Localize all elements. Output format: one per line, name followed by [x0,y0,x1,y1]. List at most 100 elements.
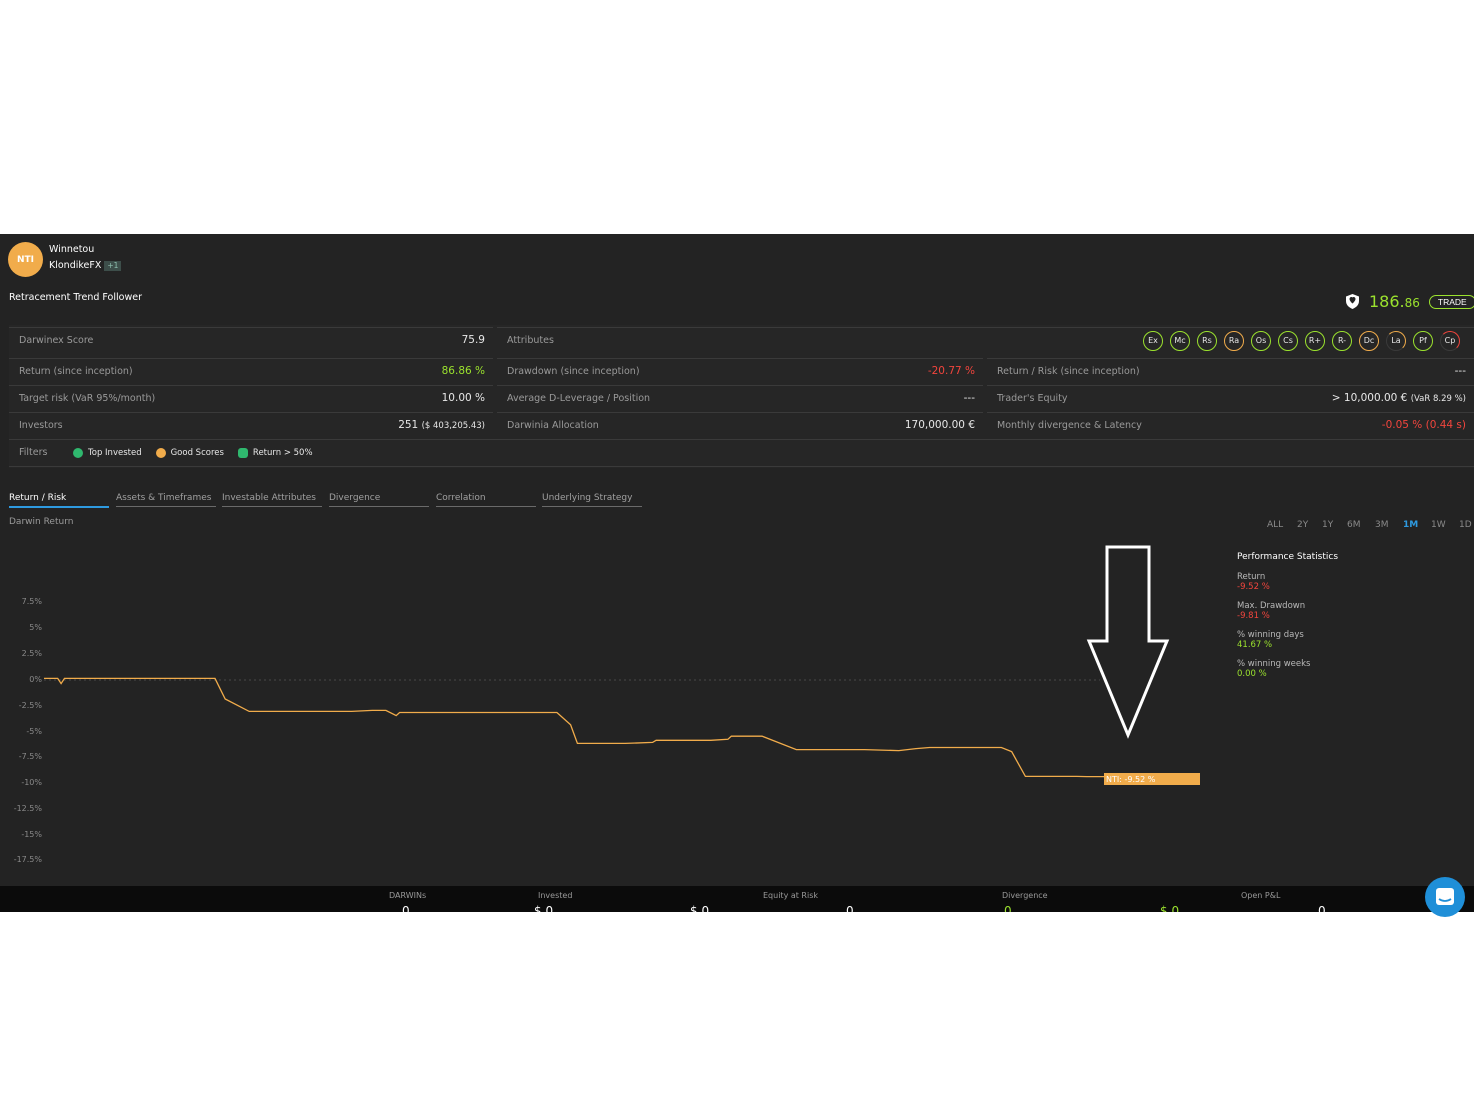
return-row: Return (since inception) 86.86 % [9,358,493,384]
filter-return-50[interactable]: Return > 50% [237,448,313,458]
leverage-value: --- [963,392,975,404]
down-arrow-icon [1086,545,1170,739]
attribute-cp-icon[interactable]: Cp [1440,331,1460,351]
divergence-row: Monthly divergence & Latency -0.05 % (0.… [987,412,1474,438]
darwins-value: 0 [402,904,410,912]
filter-top-invested[interactable]: Top Invested [73,448,142,458]
divergence-summary-label: Divergence [1002,891,1048,900]
tab-correlation[interactable]: Correlation [436,493,536,507]
leverage-row: Average D-Leverage / Position --- [497,385,983,411]
return-risk-label: Return / Risk (since inception) [997,366,1140,377]
range-2y[interactable]: 2Y [1297,520,1309,530]
attributes-row: Attributes Ex Mc Rs Ra Os Cs R+ R- Dc La… [497,327,1474,353]
attribute-ra-icon[interactable]: Ra [1224,331,1244,351]
stat-value: -9.52 % [1237,582,1270,592]
range-1d[interactable]: 1D [1459,520,1472,530]
range-1m[interactable]: 1M [1403,520,1419,530]
y-tick-label: 5% [29,623,42,632]
range-6m[interactable]: 6M [1347,520,1361,530]
equity-at-risk-label: Equity at Risk [763,891,819,900]
attribute-mc-icon[interactable]: Mc [1170,331,1190,351]
darwin-avatar[interactable]: NTI [8,242,43,277]
tab-underlying-strategy[interactable]: Underlying Strategy [542,493,642,507]
score-label: Darwinex Score [19,335,94,346]
tab-return-risk[interactable]: Return / Risk [9,493,109,508]
darwin-name[interactable]: Winnetou [49,244,95,255]
trader-name[interactable]: KlondikeFX +1 [49,260,122,271]
allocation-label: Darwinia Allocation [507,420,599,431]
return-label: Return (since inception) [19,366,133,377]
attribute-dc-icon[interactable]: Dc [1359,331,1379,351]
attribute-ex-icon[interactable]: Ex [1143,331,1163,351]
price-block: 186.86 TRADE [1344,292,1474,311]
open-pnl-label: Open P&L [1241,891,1281,900]
trader-name-text: KlondikeFX [49,260,102,271]
divergence-summary-value: 0 [1004,904,1012,912]
range-all[interactable]: ALL [1267,520,1284,530]
tab-divergence[interactable]: Divergence [329,493,429,507]
stat-value: 41.67 % [1237,640,1273,650]
darwins-label: DARWINs [389,891,427,900]
attribute-rminus-icon[interactable]: R- [1332,331,1352,351]
return-risk-row: Return / Risk (since inception) --- [987,358,1474,384]
attribute-cs-icon[interactable]: Cs [1278,331,1298,351]
return-risk-value: --- [1454,365,1466,377]
trade-button[interactable]: TRADE [1428,294,1474,309]
stat-max-drawdown: Max. Drawdown -9.81 % [1237,601,1437,621]
attribute-rplus-icon[interactable]: R+ [1305,331,1325,351]
y-tick-label: -2.5% [18,701,42,710]
divergence-value: -0.05 % (0.44 s) [1381,419,1466,431]
target-risk-label: Target risk (VaR 95%/month) [19,393,156,404]
stat-label: % winning weeks [1237,659,1311,669]
y-tick-label: -5% [26,727,42,736]
range-1w[interactable]: 1W [1431,520,1446,530]
performance-title: Performance Statistics [1237,552,1339,562]
score-value: 75.9 [461,334,485,346]
y-tick-label: -12.5% [13,804,42,813]
equity-label: Trader's Equity [997,393,1068,404]
return-chart[interactable]: NTI: -9.52 % [0,534,1220,874]
trader-count-tag: +1 [104,261,122,271]
investors-value: 251 ($ 403,205.43) [398,419,485,431]
y-tick-label: -17.5% [13,855,42,864]
stat-return: Return -9.52 % [1237,572,1437,592]
range-1y[interactable]: 1Y [1322,520,1334,530]
chat-icon [1436,888,1454,905]
stat-label: % winning days [1237,630,1304,640]
leverage-label: Average D-Leverage / Position [507,393,651,404]
chat-button[interactable] [1425,877,1465,917]
investors-row: Investors 251 ($ 403,205.43) [9,412,493,438]
attribute-rs-icon[interactable]: Rs [1197,331,1217,351]
stat-winning-days: % winning days 41.67 % [1237,630,1437,650]
drawdown-label: Drawdown (since inception) [507,366,640,377]
series-line [44,677,1104,778]
target-risk-value: 10.00 % [441,392,485,404]
attribute-pf-icon[interactable]: Pf [1413,331,1433,351]
y-tick-label: 0% [29,675,42,684]
target-risk-row: Target risk (VaR 95%/month) 10.00 % [9,385,493,411]
range-3m[interactable]: 3M [1375,520,1389,530]
filters-label: Filters [19,447,48,458]
series-end-label-box [1104,773,1200,785]
drawdown-row: Drawdown (since inception) -20.77 % [497,358,983,384]
attribute-os-icon[interactable]: Os [1251,331,1271,351]
open-pnl-value: 0 [1318,904,1326,912]
y-tick-label: -15% [21,830,42,839]
return-value: 86.86 % [441,365,485,377]
tab-investable-attributes[interactable]: Investable Attributes [222,493,322,507]
y-tick-label: -7.5% [18,752,42,761]
stat-value: 0.00 % [1237,669,1267,679]
attribute-la-icon[interactable]: La [1386,331,1406,351]
star-icon [155,448,166,458]
series-end-label: NTI: -9.52 % [1106,775,1156,784]
divergence-summary-value-2: $ 0 [1160,904,1180,912]
filter-good-scores[interactable]: Good Scores [155,448,224,458]
y-tick-label: 7.5% [21,597,42,606]
investors-label: Investors [19,420,63,431]
stat-label: Max. Drawdown [1237,601,1306,611]
tab-assets-timeframes[interactable]: Assets & Timeframes [116,493,216,507]
shield-icon [1346,294,1359,309]
darwin-price: 186.86 [1369,292,1420,311]
equity-value: > 10,000.00 € (VaR 8.29 %) [1331,392,1466,404]
filters-list: Top Invested Good Scores Return > 50% [73,448,327,458]
